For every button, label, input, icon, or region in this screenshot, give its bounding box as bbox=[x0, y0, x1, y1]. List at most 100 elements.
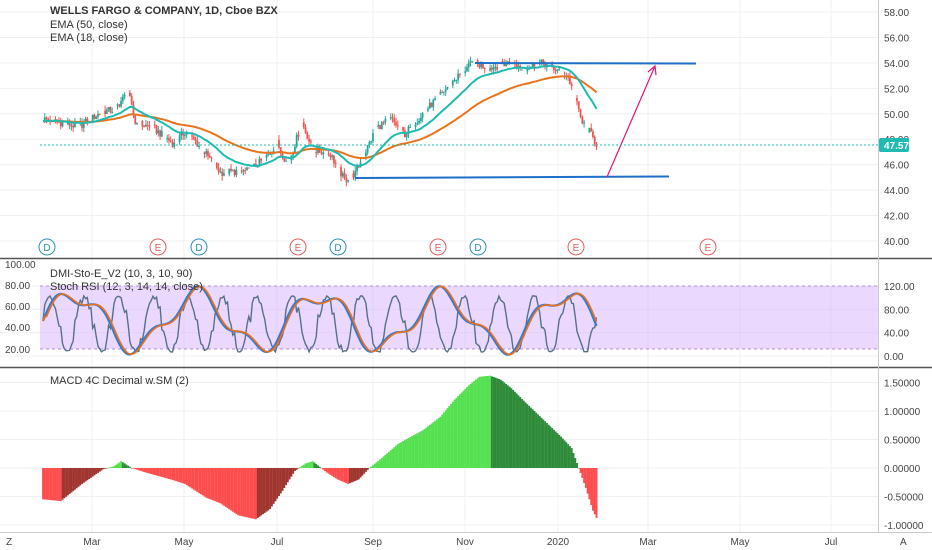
macd-bar bbox=[173, 468, 176, 481]
macd-bar bbox=[162, 468, 165, 478]
stoch-rsi-title[interactable]: Stoch RSI (12, 3, 14, 14, close) bbox=[50, 281, 203, 293]
candle-body bbox=[455, 79, 458, 81]
macd-bar bbox=[244, 468, 247, 517]
macd-bar bbox=[123, 463, 126, 468]
macd-bar bbox=[586, 468, 589, 494]
macd-bar bbox=[97, 468, 99, 473]
time-tick: Jul bbox=[271, 537, 284, 548]
macd-bar bbox=[47, 468, 50, 500]
macd-bar bbox=[221, 468, 224, 505]
time-tick: Nov bbox=[456, 537, 474, 548]
candle-body bbox=[308, 139, 310, 142]
projection-arrow-head bbox=[647, 64, 657, 76]
stoch-axis-right[interactable]: 120.00 80.00 40.00 0.00 bbox=[884, 282, 915, 363]
candle-body bbox=[327, 153, 330, 155]
price-tick: 44.00 bbox=[884, 186, 909, 197]
candle-body bbox=[503, 63, 506, 67]
macd-bar bbox=[407, 438, 410, 468]
macd-axis[interactable]: 1.50000 1.00000 0.50000 0.00000 -0.50000 -1.0… bbox=[884, 379, 924, 533]
macd-bar bbox=[437, 418, 440, 468]
macd-bar bbox=[66, 468, 69, 496]
resistance-trendline[interactable] bbox=[474, 62, 697, 65]
macd-bar bbox=[375, 462, 378, 468]
macd-bar bbox=[249, 468, 252, 519]
macd-bar bbox=[89, 468, 92, 478]
macd-bar bbox=[531, 409, 534, 468]
macd-bar bbox=[458, 394, 461, 468]
candle-body bbox=[118, 104, 121, 107]
macd-bar bbox=[201, 468, 204, 496]
candle-body bbox=[210, 157, 213, 159]
candle-body bbox=[531, 63, 534, 67]
macd-bar bbox=[506, 385, 509, 468]
candle-body bbox=[366, 145, 369, 153]
time-tick: Sep bbox=[364, 537, 382, 548]
macd-bar bbox=[388, 451, 390, 468]
candle-body bbox=[208, 155, 211, 158]
macd-bar bbox=[471, 382, 474, 468]
macd-bar bbox=[114, 465, 117, 468]
stoch-right-tick: 120.00 bbox=[884, 282, 915, 293]
timezone-button[interactable]: Z bbox=[6, 537, 12, 548]
price-tick: 58.00 bbox=[884, 8, 909, 19]
legend-ema18[interactable]: EMA (18, close) bbox=[50, 32, 128, 44]
time-tick: Mar bbox=[83, 537, 101, 548]
price-axis[interactable]: 58.0056.0054.0052.0050.0048.0046.0044.00… bbox=[884, 8, 909, 248]
candle-body bbox=[389, 117, 392, 119]
macd-bar bbox=[567, 444, 570, 468]
macd-bar bbox=[553, 429, 555, 468]
candle-body bbox=[517, 65, 520, 68]
legend-ema50[interactable]: EMA (50, close) bbox=[50, 19, 128, 31]
macd-bar bbox=[306, 462, 309, 468]
macd-bar bbox=[231, 468, 234, 512]
macd-bar bbox=[143, 468, 146, 472]
macd-bar bbox=[198, 468, 201, 494]
macd-bar bbox=[81, 468, 84, 484]
candle-body bbox=[166, 138, 169, 140]
macd-bar bbox=[563, 440, 566, 468]
stoch-axis-left: 100.00 80.00 60.00 40.00 20.00 bbox=[5, 260, 36, 356]
event-marker-label: E bbox=[155, 243, 162, 254]
macd-bar bbox=[469, 383, 472, 468]
candle-body bbox=[56, 121, 59, 123]
candle-body bbox=[370, 141, 373, 143]
macd-bar bbox=[382, 456, 385, 468]
macd-pane[interactable] bbox=[42, 375, 598, 520]
projection-arrow[interactable] bbox=[606, 65, 656, 178]
dividend-marker bbox=[38, 238, 56, 256]
macd-bar bbox=[247, 468, 250, 518]
candle-body bbox=[182, 132, 185, 136]
macd-bar bbox=[526, 404, 529, 468]
candle-body bbox=[302, 122, 305, 128]
auto-scale-button[interactable]: A bbox=[900, 537, 907, 548]
macd-bar bbox=[194, 468, 197, 491]
macd-bar bbox=[590, 468, 593, 506]
macd-bar bbox=[58, 468, 60, 501]
candle-body bbox=[526, 69, 529, 72]
support-trendline[interactable] bbox=[354, 175, 670, 179]
price-tick: 54.00 bbox=[884, 59, 909, 70]
price-tick: 52.00 bbox=[884, 84, 909, 95]
macd-bar bbox=[423, 429, 426, 468]
macd-bar bbox=[577, 468, 580, 469]
macd-bar bbox=[132, 468, 135, 469]
time-axis[interactable]: Mar May Jul Sep Nov 2020 Mar May Jul bbox=[83, 537, 837, 548]
macd-bar bbox=[304, 463, 307, 468]
macd-bar bbox=[118, 462, 121, 468]
stoch-title[interactable]: DMI-Sto-E_V2 (10, 3, 10, 90) bbox=[50, 268, 192, 280]
macd-bar bbox=[226, 468, 229, 509]
candle-body bbox=[409, 126, 412, 128]
macd-bar bbox=[120, 461, 123, 468]
candle-body bbox=[478, 63, 481, 68]
macd-bar bbox=[556, 433, 559, 468]
candle-body bbox=[294, 146, 296, 153]
macd-bar bbox=[441, 414, 444, 468]
candle-body bbox=[458, 73, 461, 75]
stoch-pane[interactable] bbox=[40, 285, 878, 356]
macd-bar bbox=[104, 468, 107, 469]
macd-bar bbox=[352, 468, 355, 482]
macd-title[interactable]: MACD 4C Decimal w.SM (2) bbox=[50, 375, 189, 387]
macd-bar bbox=[480, 376, 483, 468]
